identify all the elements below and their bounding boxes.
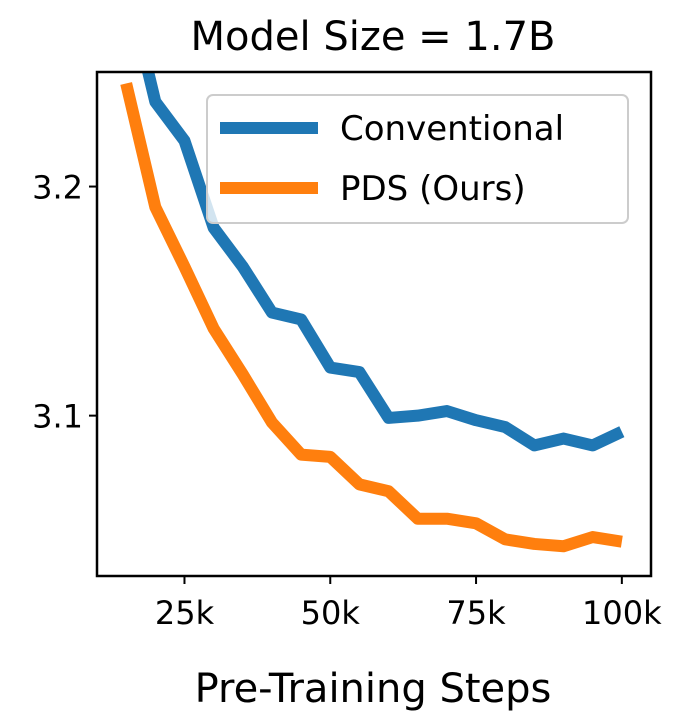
y-tick-label: 3.1: [32, 398, 83, 436]
legend-label: Conventional: [340, 109, 564, 149]
legend: Conventional PDS (Ours): [206, 94, 629, 224]
x-tick-label: 100k: [582, 594, 662, 632]
series-line-pds: [120, 82, 623, 553]
chart-title: Model Size = 1.7B: [191, 14, 556, 60]
legend-label: PDS (Ours): [340, 169, 526, 209]
x-axis-label: Pre-Training Steps: [195, 666, 552, 712]
y-tick-label: 3.2: [32, 169, 83, 207]
x-tick-label: 50k: [301, 594, 361, 632]
x-tick-label: 75k: [446, 594, 506, 632]
x-tick-label: 25k: [155, 594, 215, 632]
plot-frame: [95, 70, 653, 578]
